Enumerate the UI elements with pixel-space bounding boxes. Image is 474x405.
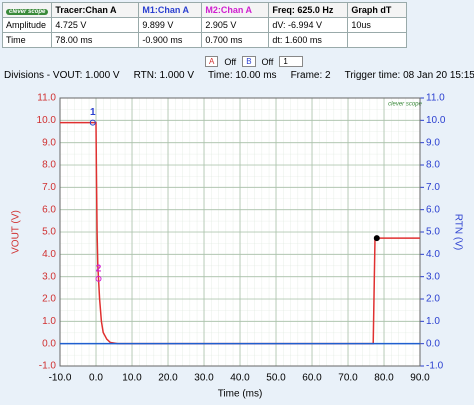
- y-tick-label: 8.0: [42, 160, 56, 171]
- y2-tick-label: 6.0: [426, 204, 440, 215]
- y-tick-label: 6.0: [42, 204, 56, 215]
- plot-frame: [59, 97, 421, 367]
- header-cell: M1:Chan A: [138, 2, 203, 18]
- y2-tick-label: 5.0: [426, 227, 440, 238]
- y-tick-label: 3.0: [42, 271, 56, 282]
- status-item: Time: 10.00 ms: [208, 70, 277, 81]
- cell: 78.00 ms: [51, 32, 140, 48]
- frame-spinner[interactable]: 1: [279, 56, 304, 67]
- cell: [347, 32, 408, 48]
- status-item: Divisions - VOUT: 1.000 V: [4, 70, 120, 81]
- y-axis-label: VOUT (V): [11, 210, 22, 254]
- marker: [89, 119, 96, 126]
- x-tick-label: 90.0: [410, 373, 430, 384]
- cell: dt: 1.600 ms: [268, 32, 349, 48]
- channel-b-state: Off: [261, 56, 274, 67]
- x-tick-label: 50.0: [266, 373, 286, 384]
- y2-axis-label: RTN (V): [452, 214, 463, 250]
- marker: [373, 235, 380, 242]
- info-table: clever scope Tracer:Chan A M1:Chan A M2:…: [1, 2, 408, 48]
- y-tick-label: 9.0: [42, 137, 56, 148]
- cell: 4.725 V: [51, 17, 140, 33]
- y2-tick-label: 8.0: [426, 160, 440, 171]
- y-tick-label: 0.0: [42, 338, 56, 349]
- toolbar: A Off B Off 1: [205, 56, 304, 67]
- status-item: Trigger time: 08 Jan 20 15:15:28: [344, 70, 474, 81]
- y-tick-label: -1.0: [39, 361, 57, 372]
- x-tick-label: 80.0: [374, 373, 394, 384]
- y2-tick-label: 11.0: [426, 93, 445, 104]
- channel-a-button[interactable]: A: [205, 56, 219, 67]
- y2-tick-label: 0.0: [426, 338, 440, 349]
- marker-label: 1: [90, 107, 96, 118]
- chart: clever scope Time (ms) VOUT (V) RTN (V) …: [11, 93, 464, 400]
- x-tick-label: 30.0: [194, 373, 214, 384]
- x-tick-label: -10.0: [49, 373, 72, 384]
- cell: dV: -6.994 V: [268, 17, 349, 33]
- row-label: Amplitude: [1, 17, 53, 33]
- y-tick-label: 10.0: [37, 115, 57, 126]
- y2-tick-label: -1.0: [426, 361, 444, 372]
- y2-tick-label: 1.0: [426, 316, 440, 327]
- x-tick-label: 40.0: [230, 373, 250, 384]
- x-tick-label: 0.0: [89, 373, 103, 384]
- y-tick-label: 11.0: [37, 93, 56, 104]
- cell: 2.905 V: [201, 17, 270, 33]
- channel-a-state: Off: [224, 56, 237, 67]
- cell: -0.900 ms: [138, 32, 203, 48]
- y2-tick-label: 4.0: [426, 249, 440, 260]
- status-item: Frame: 2: [290, 70, 331, 81]
- x-axis-label: Time (ms): [218, 389, 263, 400]
- cell: 10us: [347, 17, 408, 33]
- x-tick-label: 70.0: [338, 373, 358, 384]
- marker-label: 2: [96, 263, 102, 274]
- y2-tick-label: 3.0: [426, 271, 440, 282]
- x-tick-label: 60.0: [302, 373, 322, 384]
- header-cell: Graph dT: [347, 2, 408, 18]
- y-tick-label: 5.0: [42, 227, 56, 238]
- x-tick-label: 10.0: [122, 373, 142, 384]
- y2-tick-label: 7.0: [426, 182, 440, 193]
- cell: 0.700 ms: [201, 32, 270, 48]
- y2-tick-label: 10.0: [426, 115, 446, 126]
- channel-b-button[interactable]: B: [242, 56, 256, 67]
- status-bar: Divisions - VOUT: 1.000 V RTN: 1.000 V T…: [4, 70, 474, 81]
- y-tick-label: 7.0: [42, 182, 56, 193]
- y-tick-label: 4.0: [42, 249, 56, 260]
- trace: [60, 121, 420, 345]
- y-tick-label: 2.0: [42, 294, 56, 305]
- y-tick-label: 1.0: [42, 316, 56, 327]
- logo: clever scope: [6, 9, 49, 15]
- header-cell: Tracer:Chan A: [51, 2, 140, 18]
- cell: 9.899 V: [138, 17, 203, 33]
- y2-tick-label: 2.0: [426, 294, 440, 305]
- header-cell: Freq: 625.0 Hz: [268, 2, 349, 18]
- y2-tick-label: 9.0: [426, 137, 440, 148]
- x-tick-label: 20.0: [158, 373, 178, 384]
- row-label: Time: [1, 32, 53, 48]
- plot-logo: clever scope: [388, 102, 422, 108]
- status-item: RTN: 1.000 V: [133, 70, 195, 81]
- marker: [95, 275, 102, 282]
- header-cell: M2:Chan A: [201, 2, 270, 18]
